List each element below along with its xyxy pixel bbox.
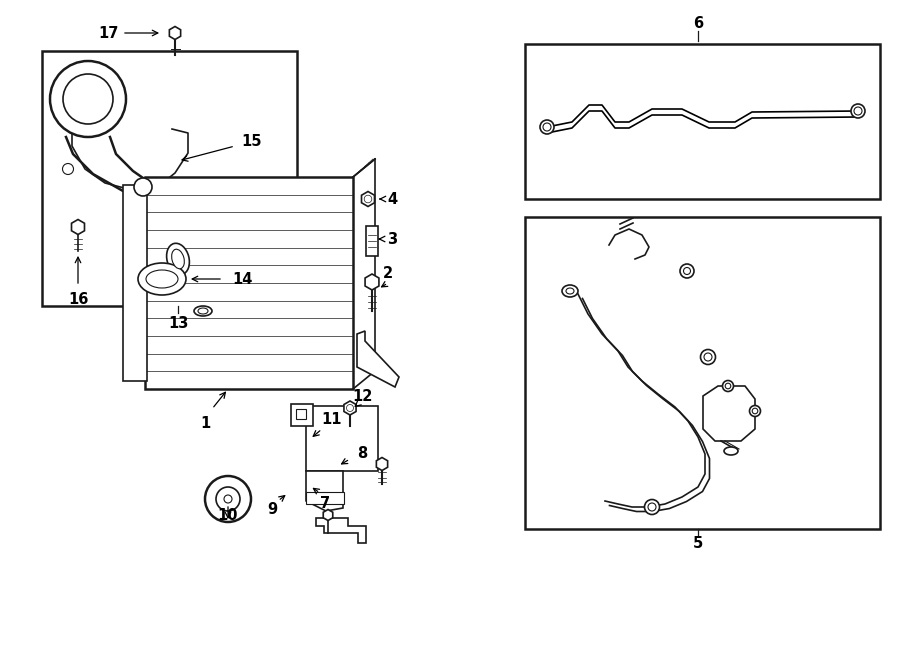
Text: 8: 8 bbox=[357, 446, 367, 461]
Bar bbox=[306, 492, 344, 504]
Polygon shape bbox=[362, 192, 374, 206]
Bar bbox=[525, 44, 880, 199]
Text: 12: 12 bbox=[352, 389, 373, 403]
Text: 4: 4 bbox=[387, 192, 397, 206]
Ellipse shape bbox=[138, 263, 186, 295]
Bar bbox=[145, 177, 353, 389]
Ellipse shape bbox=[724, 447, 738, 455]
Polygon shape bbox=[71, 219, 85, 235]
Ellipse shape bbox=[166, 243, 189, 275]
Circle shape bbox=[750, 405, 760, 416]
Circle shape bbox=[62, 163, 74, 175]
Circle shape bbox=[644, 500, 660, 514]
Ellipse shape bbox=[146, 270, 178, 288]
Circle shape bbox=[346, 405, 354, 412]
Bar bbox=[291, 404, 313, 426]
Circle shape bbox=[648, 503, 656, 511]
Circle shape bbox=[134, 178, 152, 196]
Circle shape bbox=[205, 476, 251, 522]
Ellipse shape bbox=[566, 288, 574, 294]
Circle shape bbox=[854, 107, 862, 115]
Bar bbox=[366, 226, 378, 256]
Polygon shape bbox=[316, 518, 366, 543]
Text: 17: 17 bbox=[98, 26, 118, 40]
Circle shape bbox=[540, 120, 554, 134]
Polygon shape bbox=[306, 471, 343, 511]
Text: 15: 15 bbox=[242, 134, 262, 149]
Text: 10: 10 bbox=[218, 508, 238, 524]
Text: 9: 9 bbox=[267, 502, 277, 516]
Circle shape bbox=[364, 195, 372, 203]
Bar bbox=[525, 217, 880, 529]
Text: 11: 11 bbox=[322, 412, 342, 426]
Text: 2: 2 bbox=[382, 266, 393, 280]
Text: 5: 5 bbox=[693, 535, 703, 551]
Circle shape bbox=[63, 74, 113, 124]
Text: 13: 13 bbox=[167, 315, 188, 330]
Circle shape bbox=[704, 353, 712, 361]
Polygon shape bbox=[344, 401, 356, 415]
Ellipse shape bbox=[172, 249, 184, 269]
Text: 14: 14 bbox=[232, 272, 252, 286]
Circle shape bbox=[723, 381, 734, 391]
Ellipse shape bbox=[198, 308, 208, 314]
Ellipse shape bbox=[562, 285, 578, 297]
Bar bbox=[42, 51, 297, 306]
Ellipse shape bbox=[194, 306, 212, 316]
Bar bbox=[296, 409, 306, 419]
Circle shape bbox=[851, 104, 865, 118]
Circle shape bbox=[752, 408, 758, 414]
Text: 7: 7 bbox=[320, 496, 330, 510]
Polygon shape bbox=[376, 457, 388, 471]
Circle shape bbox=[725, 383, 731, 389]
Circle shape bbox=[224, 495, 232, 503]
Polygon shape bbox=[703, 386, 755, 441]
Text: 1: 1 bbox=[200, 416, 210, 430]
Polygon shape bbox=[357, 331, 399, 387]
Polygon shape bbox=[365, 274, 379, 290]
Circle shape bbox=[216, 487, 240, 511]
Circle shape bbox=[680, 264, 694, 278]
Circle shape bbox=[543, 123, 551, 131]
Bar bbox=[306, 406, 378, 471]
Circle shape bbox=[50, 61, 126, 137]
Text: 16: 16 bbox=[68, 292, 88, 307]
Text: 3: 3 bbox=[387, 231, 397, 247]
Text: 6: 6 bbox=[693, 15, 703, 30]
Polygon shape bbox=[323, 510, 333, 520]
Bar bbox=[123, 185, 147, 381]
Circle shape bbox=[683, 268, 690, 274]
Polygon shape bbox=[169, 26, 181, 40]
Circle shape bbox=[700, 350, 716, 364]
